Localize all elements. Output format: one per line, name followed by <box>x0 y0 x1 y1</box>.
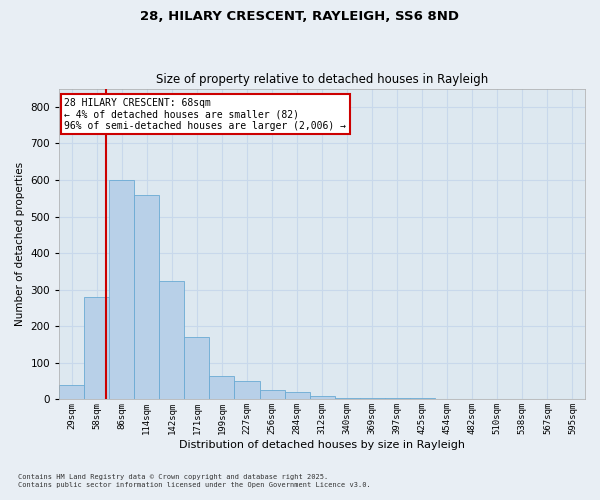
Bar <box>260 390 284 400</box>
Bar <box>435 398 460 400</box>
Bar <box>284 392 310 400</box>
Bar <box>235 381 260 400</box>
Bar <box>160 280 184 400</box>
Text: 28 HILARY CRESCENT: 68sqm
← 4% of detached houses are smaller (82)
96% of semi-d: 28 HILARY CRESCENT: 68sqm ← 4% of detach… <box>64 98 346 131</box>
Bar <box>410 398 435 400</box>
Text: Contains HM Land Registry data © Crown copyright and database right 2025.
Contai: Contains HM Land Registry data © Crown c… <box>18 474 371 488</box>
Bar <box>359 398 385 400</box>
Title: Size of property relative to detached houses in Rayleigh: Size of property relative to detached ho… <box>156 73 488 86</box>
Bar <box>134 194 160 400</box>
Bar <box>59 385 84 400</box>
Bar <box>184 337 209 400</box>
Bar <box>310 396 335 400</box>
Bar <box>335 398 359 400</box>
Bar <box>209 376 235 400</box>
Y-axis label: Number of detached properties: Number of detached properties <box>15 162 25 326</box>
Bar <box>460 398 485 400</box>
Bar <box>385 398 410 400</box>
Bar <box>109 180 134 400</box>
Text: 28, HILARY CRESCENT, RAYLEIGH, SS6 8ND: 28, HILARY CRESCENT, RAYLEIGH, SS6 8ND <box>140 10 460 23</box>
Bar <box>84 297 109 400</box>
X-axis label: Distribution of detached houses by size in Rayleigh: Distribution of detached houses by size … <box>179 440 465 450</box>
